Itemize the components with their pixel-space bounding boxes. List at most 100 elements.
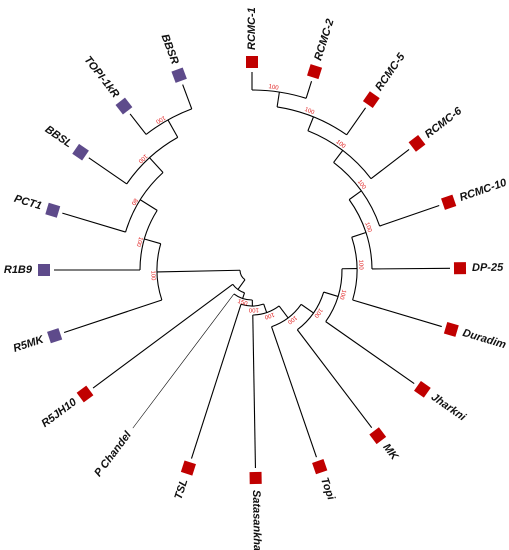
branch-arc xyxy=(277,106,347,136)
branch xyxy=(92,283,234,389)
bootstrap-value: 100 xyxy=(312,307,323,319)
branch xyxy=(379,205,440,227)
leaf-label: MK xyxy=(380,442,401,464)
bootstrap-value: 100 xyxy=(286,314,298,325)
branch-arc xyxy=(348,199,373,269)
bootstrap-value: 100 xyxy=(136,152,148,164)
branch-arc xyxy=(156,243,163,301)
branch xyxy=(237,279,246,290)
bootstrap-value: 100 xyxy=(149,270,155,281)
leaf-label: TSL xyxy=(173,477,191,501)
branch xyxy=(348,190,362,201)
branch xyxy=(271,326,317,458)
leaf-label: Satasankha xyxy=(250,490,263,550)
leaf-label: Topi xyxy=(318,476,337,502)
leaf-marker xyxy=(47,328,63,344)
leaf-label: RCMC-10 xyxy=(458,176,509,204)
leaf-label: Duradim xyxy=(461,327,507,351)
branch-arc xyxy=(125,172,164,233)
branch-arc xyxy=(126,136,178,185)
bootstrap-value: 100 xyxy=(335,139,347,150)
branch xyxy=(129,113,147,135)
branch xyxy=(182,84,193,110)
branch-arc xyxy=(251,89,307,99)
branch xyxy=(132,293,235,429)
leaf-label: PCT1 xyxy=(13,193,43,213)
leaf-label: RCMC-1 xyxy=(246,7,258,50)
bootstrap-value: 100 xyxy=(338,289,347,301)
bootstrap-value: 100 xyxy=(356,179,367,191)
leaf-label: P Chandel xyxy=(92,429,134,480)
leaf-marker xyxy=(171,67,187,83)
branch xyxy=(346,107,367,136)
branch-arc xyxy=(240,303,264,307)
leaf-label: RCMC-6 xyxy=(423,105,465,141)
branch xyxy=(88,157,128,185)
leaf-marker xyxy=(414,380,431,398)
branch-arc xyxy=(307,130,372,180)
bootstrap-value: 100 xyxy=(363,222,372,234)
branch xyxy=(190,304,242,459)
leaf-marker xyxy=(38,264,50,276)
bootstrap-value: 80 xyxy=(129,197,138,206)
leaf-label: RCMC-5 xyxy=(373,51,408,94)
leaf-label: R1B9 xyxy=(4,264,33,276)
branch-arc xyxy=(271,304,302,328)
branch xyxy=(167,119,179,138)
branch xyxy=(157,269,241,273)
branch-arc xyxy=(239,270,246,281)
leaf-marker xyxy=(312,459,328,475)
leaf-label: RCMC-2 xyxy=(312,18,336,62)
branch xyxy=(305,80,313,99)
branch-arc xyxy=(139,210,158,271)
leaf-marker xyxy=(45,202,61,218)
branch xyxy=(296,329,373,429)
branch xyxy=(242,292,246,299)
branch xyxy=(263,303,268,313)
leaf-marker xyxy=(362,91,380,108)
leaf-marker xyxy=(249,471,262,485)
leaf-marker xyxy=(369,427,387,445)
bootstrap-value: 100 xyxy=(154,114,166,124)
leaf-marker xyxy=(115,97,133,115)
branch-arc xyxy=(351,237,358,301)
branch xyxy=(307,116,314,132)
branch-arc xyxy=(145,108,192,135)
leaf-marker xyxy=(180,460,196,476)
leaf-label: DP-25 xyxy=(472,262,504,274)
bootstrap-value: 100 xyxy=(357,260,363,271)
branch xyxy=(278,305,289,319)
branch-arc xyxy=(325,268,343,322)
leaf-marker xyxy=(76,385,94,403)
branch xyxy=(325,321,415,385)
branch xyxy=(144,238,161,245)
leaf-marker xyxy=(453,262,467,275)
branch xyxy=(370,149,410,180)
branch-arc xyxy=(252,305,280,316)
branch xyxy=(333,150,344,163)
leaf-marker xyxy=(441,194,457,210)
leaf-marker xyxy=(72,143,89,161)
branch xyxy=(323,291,339,297)
leaf-marker xyxy=(408,134,426,152)
branch xyxy=(276,92,280,108)
branch-arc xyxy=(333,162,381,227)
leaf-label: Jharkni xyxy=(429,391,469,424)
branch xyxy=(300,303,314,314)
branch-arc xyxy=(233,293,253,301)
bootstrap-value: 100 xyxy=(134,236,143,248)
bootstrap-value: 100 xyxy=(263,311,275,320)
branch xyxy=(352,299,442,328)
leaf-marker xyxy=(246,56,258,68)
branch-arc xyxy=(297,291,325,331)
branch xyxy=(149,157,164,173)
branch xyxy=(63,299,163,334)
leaf-label: R5JH10 xyxy=(39,396,79,430)
branch xyxy=(252,314,257,468)
branch xyxy=(62,212,126,233)
bootstrap-value: 100 xyxy=(268,84,279,92)
bootstrap-value: 100 xyxy=(248,306,259,312)
bootstrap-value: 100 xyxy=(303,107,315,117)
leaf-marker xyxy=(443,321,459,337)
